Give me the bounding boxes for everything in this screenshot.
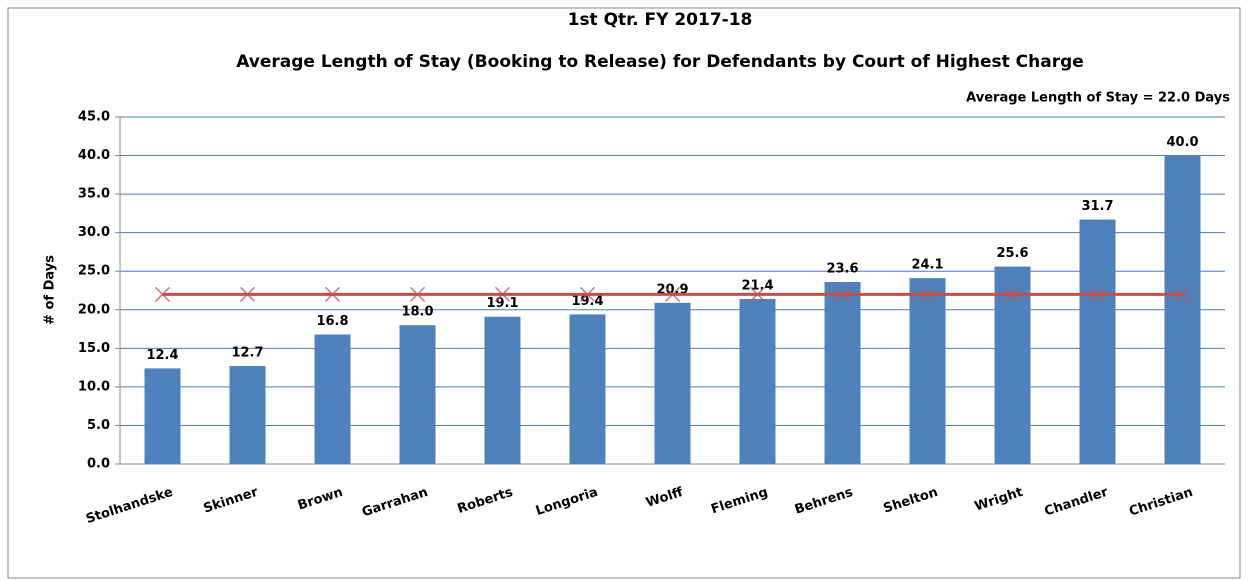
data-label: 16.8 bbox=[316, 314, 348, 329]
y-tick-label: 10.0 bbox=[78, 379, 110, 394]
y-tick-label: 15.0 bbox=[78, 341, 110, 356]
data-label: 19.1 bbox=[486, 296, 518, 311]
marker bbox=[1004, 286, 1021, 302]
y-tick-label: 25.0 bbox=[78, 264, 110, 279]
data-label: 19.4 bbox=[571, 294, 603, 309]
bar bbox=[569, 314, 606, 464]
bar bbox=[994, 266, 1031, 464]
bar bbox=[909, 278, 946, 464]
data-label: 31.7 bbox=[1081, 199, 1113, 214]
y-tick-label: 5.0 bbox=[87, 418, 110, 433]
marker bbox=[834, 286, 851, 302]
y-axis-label: # of Days bbox=[43, 255, 58, 325]
marker bbox=[324, 286, 341, 302]
marker bbox=[664, 286, 681, 302]
marker bbox=[239, 286, 256, 302]
chart-subtitle: Average Length of Stay (Booking to Relea… bbox=[236, 52, 1084, 72]
bar bbox=[484, 316, 521, 464]
y-tick-label: 0.0 bbox=[87, 457, 110, 472]
data-label: 18.0 bbox=[401, 305, 433, 320]
bar bbox=[144, 368, 181, 464]
y-tick-label: 45.0 bbox=[78, 110, 110, 125]
marker bbox=[579, 286, 596, 302]
data-label: 23.6 bbox=[826, 262, 858, 277]
marker bbox=[154, 286, 171, 302]
y-tick-label: 40.0 bbox=[78, 148, 110, 163]
marker bbox=[1174, 286, 1191, 302]
data-label: 21.4 bbox=[741, 278, 773, 293]
marker bbox=[919, 286, 936, 302]
data-label: 40.0 bbox=[1166, 135, 1198, 150]
data-label: 24.1 bbox=[911, 258, 943, 273]
y-tick-label: 35.0 bbox=[78, 187, 110, 202]
bar bbox=[824, 282, 861, 464]
data-label: 12.7 bbox=[231, 346, 263, 361]
annotation: Average Length of Stay = 22.0 Days bbox=[966, 91, 1230, 106]
bar bbox=[654, 302, 691, 464]
marker bbox=[494, 286, 511, 302]
bar bbox=[399, 325, 436, 464]
bar bbox=[739, 298, 776, 464]
bar bbox=[229, 366, 266, 464]
y-tick-label: 30.0 bbox=[78, 225, 110, 240]
marker bbox=[1089, 286, 1106, 302]
y-tick-label: 20.0 bbox=[78, 302, 110, 317]
data-label: 25.6 bbox=[996, 246, 1028, 261]
bar bbox=[314, 334, 351, 464]
marker bbox=[409, 286, 426, 302]
chart-title: 1st Qtr. FY 2017-18 bbox=[568, 10, 753, 30]
marker bbox=[749, 286, 766, 302]
data-label: 12.4 bbox=[146, 348, 178, 363]
bar bbox=[1164, 155, 1201, 465]
bar bbox=[1079, 219, 1116, 464]
